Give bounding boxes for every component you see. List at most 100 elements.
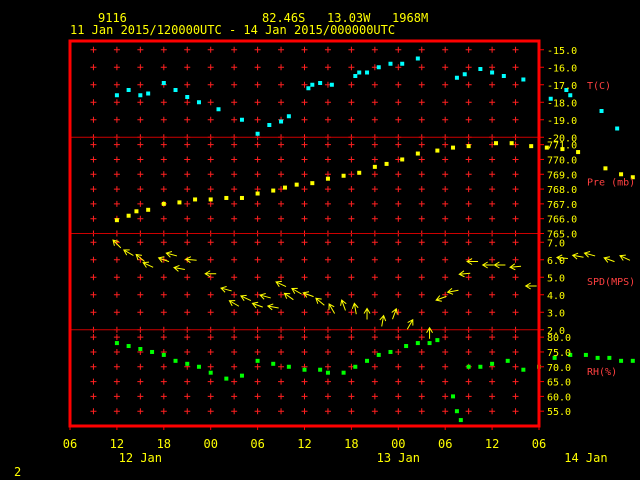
grid-cross <box>324 348 331 355</box>
grid-cross <box>90 200 97 207</box>
grid-cross <box>113 156 120 163</box>
grid-cross <box>395 274 402 281</box>
grid-cross <box>418 291 425 298</box>
data-point <box>404 344 409 349</box>
grid-cross <box>137 156 144 163</box>
grid-cross <box>231 46 238 53</box>
grid-cross <box>371 348 378 355</box>
data-point <box>318 367 323 372</box>
grid-cross <box>371 171 378 178</box>
grid-cross <box>184 348 191 355</box>
grid-cross <box>512 215 519 222</box>
grid-cross <box>278 156 285 163</box>
data-point <box>400 157 405 162</box>
grid-cross <box>348 274 355 281</box>
y-tick-label: -20.0 <box>547 133 577 144</box>
data-point <box>568 93 573 98</box>
data-point <box>126 213 131 218</box>
data-point <box>552 355 557 360</box>
panel-label: SPD(MPS) <box>587 277 635 288</box>
grid-cross <box>254 116 261 123</box>
data-point <box>451 145 456 150</box>
data-point <box>126 344 131 349</box>
grid-cross <box>418 393 425 400</box>
grid-cross <box>231 200 238 207</box>
data-point <box>173 358 178 363</box>
grid-cross <box>465 408 472 415</box>
grid-cross <box>512 64 519 71</box>
grid-cross <box>512 186 519 193</box>
data-point <box>548 96 553 101</box>
grid-cross <box>90 99 97 106</box>
grid-cross <box>348 186 355 193</box>
data-point <box>310 82 315 87</box>
data-point <box>568 352 573 357</box>
grid-cross <box>395 171 402 178</box>
grid-cross <box>418 408 425 415</box>
grid-cross <box>324 116 331 123</box>
x-tick-label: 12 <box>485 437 499 451</box>
data-point <box>619 358 624 363</box>
grid-cross <box>324 215 331 222</box>
grid-cross <box>160 215 167 222</box>
grid-cross <box>137 239 144 246</box>
grid-cross <box>442 99 449 106</box>
grid-cross <box>207 81 214 88</box>
grid-cross <box>90 215 97 222</box>
y-tick-label: 5.0 <box>547 273 565 284</box>
grid-cross <box>442 156 449 163</box>
grid-cross <box>113 99 120 106</box>
y-tick-label: -19.0 <box>547 116 577 127</box>
grid-cross <box>418 215 425 222</box>
panel-label: Pre (mb) <box>587 178 635 189</box>
grid-cross <box>160 156 167 163</box>
grid-cross <box>231 99 238 106</box>
grid-cross <box>231 408 238 415</box>
grid-cross <box>113 64 120 71</box>
data-point <box>357 70 362 75</box>
data-point <box>224 376 229 381</box>
data-point <box>185 361 190 366</box>
grid-cross <box>324 378 331 385</box>
data-point <box>365 358 370 363</box>
x-tick-label: 06 <box>250 437 264 451</box>
grid-cross <box>418 239 425 246</box>
wind-arrow <box>426 326 433 339</box>
grid-cross <box>348 171 355 178</box>
data-point <box>521 367 526 372</box>
data-point <box>193 197 198 202</box>
grid-cross <box>184 274 191 281</box>
grid-cross <box>418 81 425 88</box>
grid-cross <box>278 239 285 246</box>
data-point <box>478 364 483 369</box>
data-point <box>454 409 459 414</box>
wind-arrow <box>391 307 398 320</box>
wind-arrow <box>509 263 522 271</box>
x-axis-labels: 06 12 18 00 06 12 18 00 06 12 06 12 Jan 13 Jan 14 Jan <box>63 426 608 465</box>
wind-arrow <box>435 295 447 302</box>
grid-cross <box>113 309 120 316</box>
grid-cross <box>489 171 496 178</box>
grid-cross <box>184 408 191 415</box>
wind-arrow <box>291 287 302 295</box>
wind-arrow <box>275 280 287 288</box>
data-point <box>341 173 346 178</box>
y-tick-label: 80.0 <box>547 333 571 344</box>
x-date-label: 14 Jan <box>564 451 607 465</box>
wind-arrow <box>184 256 197 264</box>
grid-cross <box>465 348 472 355</box>
grid-cross <box>113 408 120 415</box>
grid-cross <box>137 116 144 123</box>
grid-cross <box>371 116 378 123</box>
grid-cross <box>113 171 120 178</box>
grid-cross <box>160 363 167 370</box>
grid-cross <box>301 99 308 106</box>
grid-cross <box>160 291 167 298</box>
grid-cross <box>160 274 167 281</box>
data-point <box>173 88 178 92</box>
grid-cross <box>442 309 449 316</box>
grid-cross <box>90 334 97 341</box>
grid-cross <box>489 239 496 246</box>
